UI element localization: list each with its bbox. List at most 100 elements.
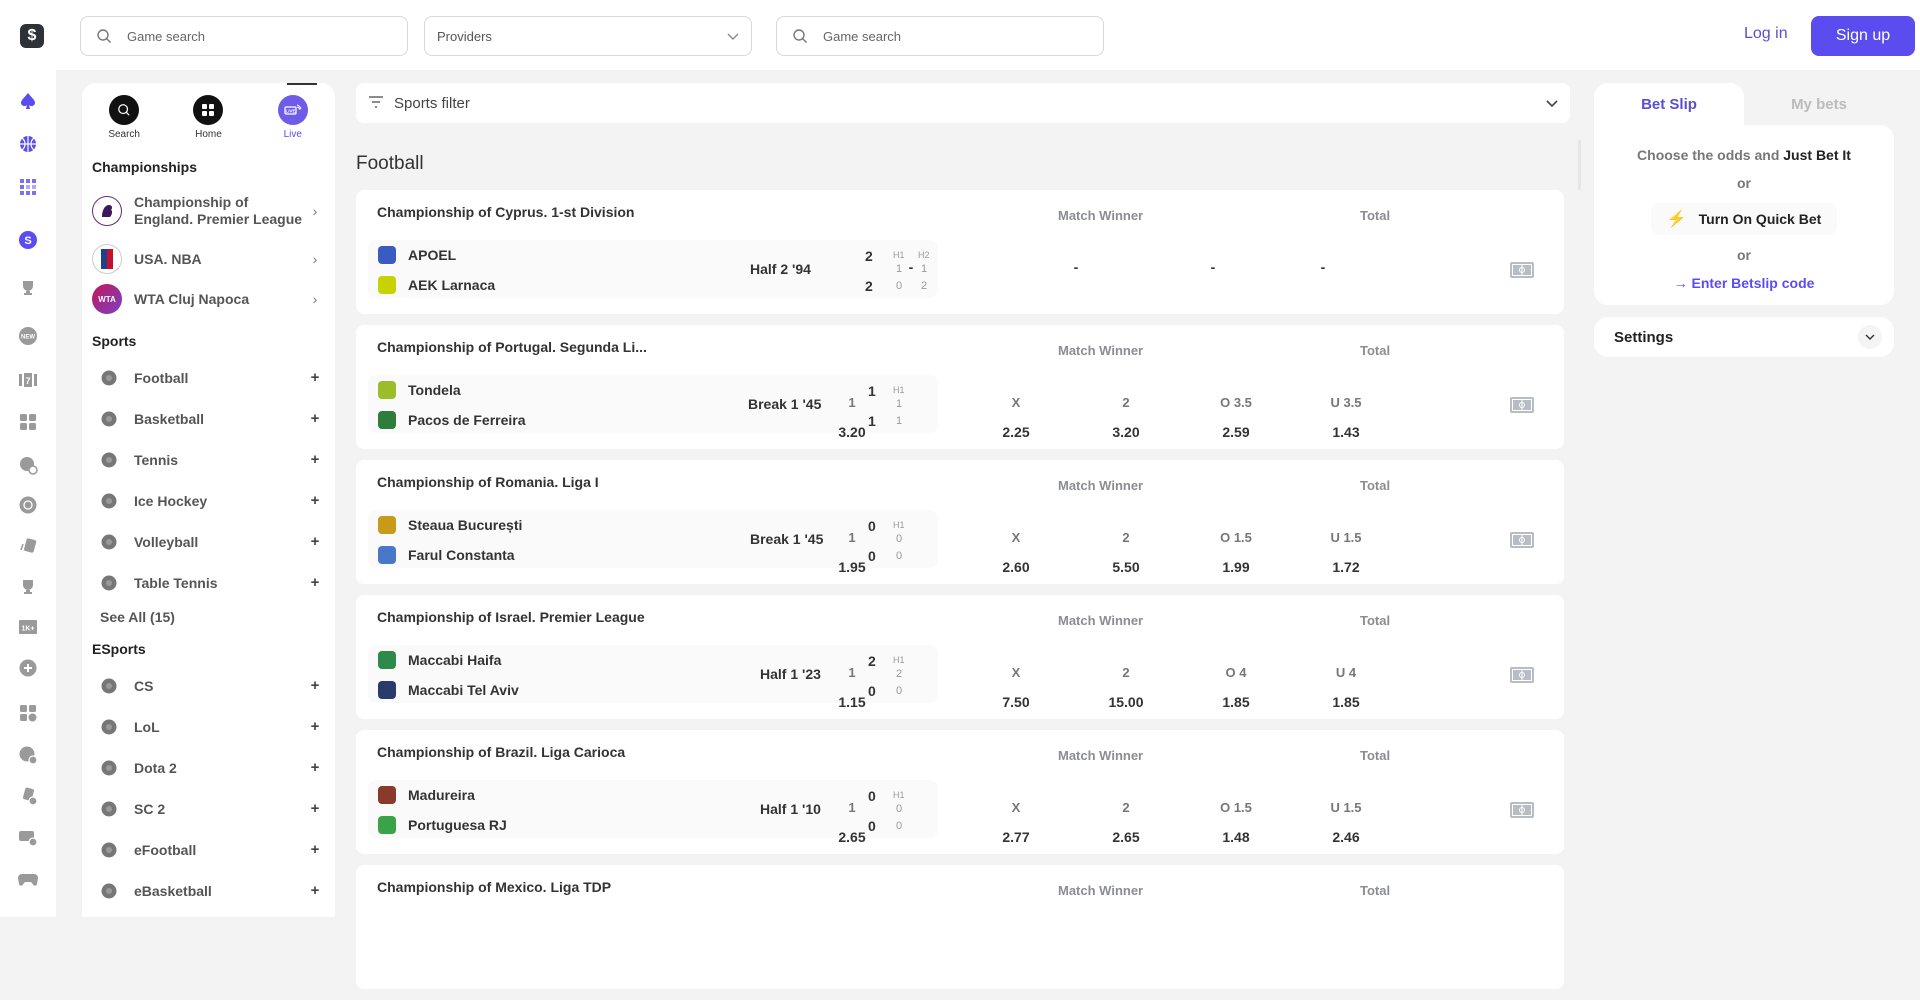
odds-button[interactable]: 2 3.20 <box>1081 395 1171 440</box>
slot-seven-icon[interactable]: 7 <box>8 360 48 400</box>
plus-icon[interactable]: + <box>310 574 320 591</box>
cards-play-icon[interactable] <box>8 776 48 816</box>
esport-item[interactable]: eBasketball + <box>82 870 335 911</box>
sport-item[interactable]: Ice Hockey + <box>82 480 335 521</box>
game-search-input-1[interactable]: Game search <box>80 16 408 56</box>
odds-button[interactable]: X 2.77 <box>971 800 1061 845</box>
main-scrollbar[interactable] <box>1578 140 1581 190</box>
basketball-icon[interactable] <box>8 124 48 164</box>
field-stats-icon[interactable] <box>1510 667 1534 683</box>
odds-button[interactable]: 1 2.65 <box>807 800 897 845</box>
odds-button[interactable]: - <box>1278 259 1368 275</box>
field-stats-icon[interactable] <box>1510 532 1534 548</box>
cards-icon[interactable] <box>8 526 48 566</box>
site-logo[interactable]: $ <box>20 24 44 48</box>
field-stats-icon[interactable] <box>1510 802 1534 818</box>
spade-icon[interactable] <box>8 81 48 121</box>
esport-item[interactable]: SC 2 + <box>82 788 335 829</box>
odds-button[interactable]: 2 2.65 <box>1081 800 1171 845</box>
odds-button[interactable]: O 3.5 2.59 <box>1191 395 1281 440</box>
1k-plus-icon[interactable]: 1K+ <box>8 607 48 647</box>
odds-button[interactable]: 2 15.00 <box>1081 665 1171 710</box>
esport-item[interactable]: eFootball + <box>82 829 335 870</box>
league-name[interactable]: Championship of Mexico. Liga TDP <box>377 879 612 895</box>
plus-icon[interactable]: + <box>310 677 320 694</box>
plus-icon[interactable]: + <box>310 533 320 550</box>
match-teams[interactable]: Maccabi Haifa Maccabi Tel Aviv Half 1 '2… <box>368 645 938 703</box>
esport-item[interactable]: CS + <box>82 665 335 706</box>
coin-s-icon[interactable]: S <box>8 220 48 260</box>
plus-icon[interactable]: + <box>310 369 320 386</box>
signup-button[interactable]: Sign up <box>1811 16 1915 56</box>
gamepad-icon[interactable] <box>8 859 48 899</box>
enter-betslip-code-link[interactable]: → Enter Betslip code <box>1673 275 1815 291</box>
providers-dropdown[interactable]: Providers <box>424 16 752 56</box>
plus-circle-icon[interactable] <box>8 648 48 688</box>
odds-button[interactable]: - <box>1168 259 1258 275</box>
odds-button[interactable]: X 2.60 <box>971 530 1061 575</box>
plus-icon[interactable]: + <box>310 800 320 817</box>
league-name[interactable]: Championship of Cyprus. 1-st Division <box>377 204 635 220</box>
plus-icon[interactable]: + <box>310 492 320 509</box>
plus-icon[interactable]: + <box>310 451 320 468</box>
match-teams[interactable]: Steaua București Farul Constanta Break 1… <box>368 510 938 568</box>
match-teams[interactable]: APOEL AEK Larnaca Half 2 '94 2 2 H1 1 0 H… <box>368 240 938 298</box>
field-stats-icon[interactable] <box>1510 397 1534 413</box>
league-name[interactable]: Championship of Portugal. Segunda Li... <box>377 339 647 355</box>
login-link[interactable]: Log in <box>1744 25 1788 42</box>
odds-button[interactable]: U 4 1.85 <box>1301 665 1391 710</box>
sport-item[interactable]: Tennis + <box>82 439 335 480</box>
odds-button[interactable]: U 1.5 2.46 <box>1301 800 1391 845</box>
plus-icon[interactable]: + <box>310 841 320 858</box>
championship-item-epl[interactable]: Championship of England. Premier League … <box>82 183 335 239</box>
odds-button[interactable]: 1 1.15 <box>807 665 897 710</box>
trophy-icon[interactable] <box>8 268 48 308</box>
quick-bet-button[interactable]: ⚡ Turn On Quick Bet <box>1650 203 1838 235</box>
esport-item[interactable]: Dota 2 + <box>82 747 335 788</box>
odds-button[interactable]: U 3.5 1.43 <box>1301 395 1391 440</box>
league-name[interactable]: Championship of Israel. Premier League <box>377 609 645 625</box>
odds-button[interactable]: 1 1.95 <box>807 530 897 575</box>
sports-filter-bar[interactable]: Sports filter <box>356 83 1570 123</box>
odds-button[interactable]: O 1.5 1.99 <box>1191 530 1281 575</box>
league-name[interactable]: Championship of Romania. Liga I <box>377 474 599 490</box>
sport-item[interactable]: Volleyball + <box>82 521 335 562</box>
sport-item[interactable]: Football + <box>82 357 335 398</box>
odds-button[interactable]: X 7.50 <box>971 665 1061 710</box>
live-casino-icon[interactable] <box>8 445 48 485</box>
odds-button[interactable]: O 1.5 1.48 <box>1191 800 1281 845</box>
plus-icon[interactable]: + <box>310 718 320 735</box>
championship-item-wta[interactable]: WTA WTA Cluj Napoca › <box>82 279 335 319</box>
match-teams[interactable]: Madureira Portuguesa RJ Half 1 '10 0 0 H… <box>368 780 938 838</box>
esport-item[interactable]: LoL + <box>82 706 335 747</box>
odds-button[interactable]: U 1.5 1.72 <box>1301 530 1391 575</box>
tiles-play-icon[interactable] <box>8 693 48 733</box>
plus-icon[interactable]: + <box>310 759 320 776</box>
odds-button[interactable]: 2 5.50 <box>1081 530 1171 575</box>
tab-live[interactable]: LIVE Live <box>263 95 323 153</box>
trophy-icon-2[interactable] <box>8 567 48 607</box>
odds-button[interactable]: O 4 1.85 <box>1191 665 1281 710</box>
championship-item-nba[interactable]: USA. NBA › <box>82 239 335 279</box>
card-play-icon[interactable] <box>8 817 48 857</box>
game-search-input-2[interactable]: Game search <box>776 16 1104 56</box>
tiles-icon[interactable] <box>8 402 48 442</box>
odds-button[interactable]: X 2.25 <box>971 395 1061 440</box>
tab-my-bets[interactable]: My bets <box>1791 95 1847 113</box>
settings-dropdown[interactable]: Settings <box>1594 317 1894 357</box>
sport-item[interactable]: Table Tennis + <box>82 562 335 603</box>
poker-chip-icon[interactable] <box>8 485 48 525</box>
odds-button[interactable]: - <box>1031 259 1121 275</box>
plus-icon[interactable]: + <box>310 410 320 427</box>
chip-play-icon[interactable] <box>8 735 48 775</box>
field-stats-icon[interactable] <box>1510 262 1534 278</box>
sport-item[interactable]: Basketball + <box>82 398 335 439</box>
odds-button[interactable]: - <box>866 259 956 275</box>
new-badge-icon[interactable]: NEW <box>8 316 48 356</box>
league-name[interactable]: Championship of Brazil. Liga Carioca <box>377 744 626 760</box>
grid-dots-icon[interactable] <box>8 167 48 207</box>
tab-search[interactable]: Search <box>94 95 154 153</box>
plus-icon[interactable]: + <box>310 882 320 899</box>
tab-home[interactable]: Home <box>178 95 238 153</box>
tab-bet-slip[interactable]: Bet Slip <box>1594 83 1744 125</box>
